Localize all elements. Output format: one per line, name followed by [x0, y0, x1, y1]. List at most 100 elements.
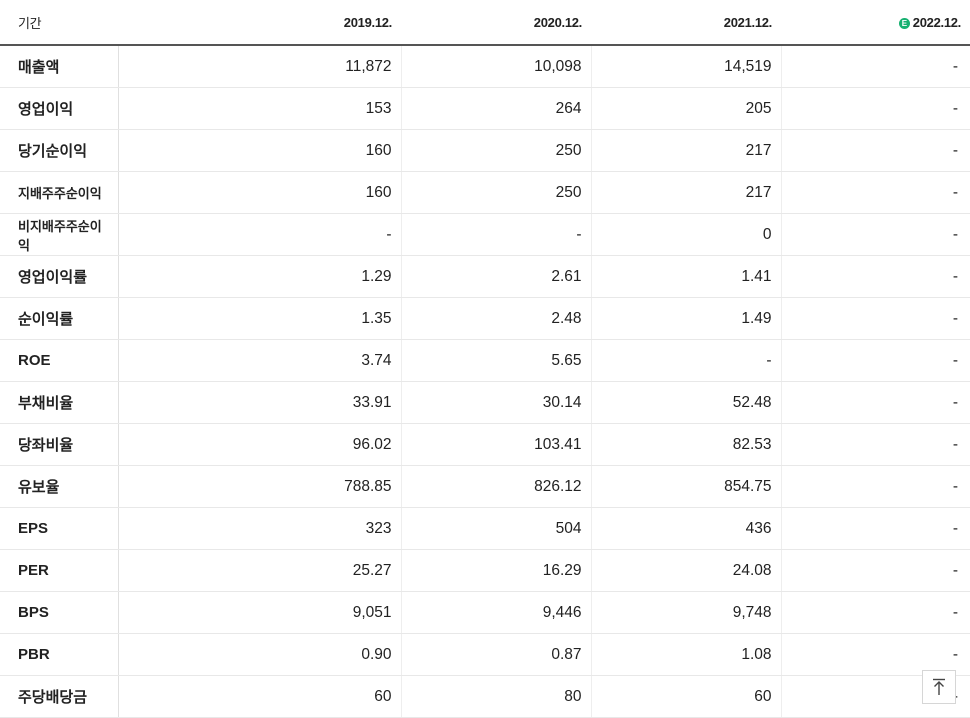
table-cell: 504 — [400, 507, 591, 550]
table-cell: - — [780, 129, 970, 172]
column-header-2019: 2019.12. — [118, 0, 401, 46]
table-header: 기간 2019.12. 2020.12. 2021.12. E 2022.12. — [0, 0, 970, 46]
table-cell: 264 — [400, 87, 591, 130]
table-cell: 0 — [590, 213, 781, 256]
table-cell: - — [780, 381, 970, 424]
table-cell: 1.49 — [590, 297, 781, 340]
table-cell: 5.65 — [400, 339, 591, 382]
row-label: ROE — [0, 339, 119, 382]
table-row: 영업이익률 1.29 2.61 1.41- — [0, 255, 970, 298]
table-cell: 826.12 — [400, 465, 591, 508]
header-row: 기간 2019.12. 2020.12. 2021.12. E 2022.12. — [0, 0, 970, 46]
table-cell: 60 — [117, 675, 401, 718]
table-cell: 788.85 — [117, 465, 401, 508]
table-row: 영업이익 153 264 205- — [0, 87, 970, 130]
table-cell: 1.41 — [590, 255, 781, 298]
table-row: 지배주주순이익 160 250 217- — [0, 171, 970, 214]
table-cell: - — [780, 549, 970, 592]
table-cell: 11,872 — [117, 45, 401, 88]
column-header-2022: E 2022.12. — [781, 0, 970, 46]
table-row: 부채비율 33.91 30.14 52.48- — [0, 381, 970, 424]
table-row: BPS 9,051 9,446 9,748- — [0, 591, 970, 634]
row-label: 유보율 — [0, 465, 119, 508]
row-label: 영업이익률 — [0, 255, 119, 298]
table-cell: 160 — [117, 129, 401, 172]
table-row: 유보율 788.85 826.12 854.75- — [0, 465, 970, 508]
table-cell: - — [780, 45, 970, 88]
table-cell: 33.91 — [117, 381, 401, 424]
period-label: 기간 — [0, 0, 118, 46]
table-cell: 3.74 — [117, 339, 401, 382]
table-cell: 153 — [117, 87, 401, 130]
table-cell: 160 — [117, 171, 401, 214]
table-row: PER 25.27 16.29 24.08- — [0, 549, 970, 592]
table-cell: 0.87 — [400, 633, 591, 676]
table-row: ROE 3.74 5.65- - — [0, 339, 970, 382]
row-label: PBR — [0, 633, 119, 676]
table-row: PBR 0.90 0.87 1.08- — [0, 633, 970, 676]
table-cell: 0.90 — [117, 633, 401, 676]
table-cell: 16.29 — [400, 549, 591, 592]
row-label: 당좌비율 — [0, 423, 119, 466]
table-row: 당좌비율 96.02 103.41 82.53- — [0, 423, 970, 466]
table-cell: 80 — [400, 675, 591, 718]
table-cell: - — [780, 633, 970, 676]
table-cell: - — [780, 255, 970, 298]
table-cell: 52.48 — [590, 381, 781, 424]
table-cell: 9,446 — [400, 591, 591, 634]
table-row: 순이익률 1.35 2.48 1.49- — [0, 297, 970, 340]
row-label: 순이익률 — [0, 297, 119, 340]
table-cell: 103.41 — [400, 423, 591, 466]
table-cell: 82.53 — [590, 423, 781, 466]
row-label: 부채비율 — [0, 381, 119, 424]
row-label: PER — [0, 549, 119, 592]
table-cell: 205 — [590, 87, 781, 130]
column-header-2022-label: 2022.12. — [912, 14, 962, 30]
estimate-badge-icon: E — [898, 17, 910, 29]
table-cell: - — [780, 423, 970, 466]
table-cell: - — [780, 213, 970, 256]
table-cell: 854.75 — [590, 465, 781, 508]
row-label: 영업이익 — [0, 87, 119, 130]
table-cell: - — [780, 297, 970, 340]
table-row: EPS 323 504 436- — [0, 507, 970, 550]
table-cell: - — [780, 171, 970, 214]
table-cell: - — [117, 213, 401, 256]
row-label: BPS — [0, 591, 119, 634]
table-row: 매출액 11,872 10,098 14,519- — [0, 45, 970, 88]
arrow-up-to-top-icon — [933, 678, 945, 695]
table-cell: 2.48 — [400, 297, 591, 340]
scroll-to-top-button[interactable] — [922, 670, 956, 704]
table-cell: 217 — [590, 171, 781, 214]
table-cell: 96.02 — [117, 423, 401, 466]
column-header-2021: 2021.12. — [591, 0, 781, 46]
table-cell: 250 — [400, 129, 591, 172]
table-cell: 1.35 — [117, 297, 401, 340]
table-cell: 323 — [117, 507, 401, 550]
table-body: 매출액 11,872 10,098 14,519- 영업이익 153 264 205- 당기순이… — [0, 45, 970, 718]
table-cell: 1.08 — [590, 633, 781, 676]
column-header-2020: 2020.12. — [401, 0, 591, 46]
row-label: 지배주주순이익 — [0, 171, 119, 214]
table-cell: 24.08 — [590, 549, 781, 592]
table-cell: - — [780, 591, 970, 634]
table-cell: 9,748 — [590, 591, 781, 634]
table-cell: 436 — [590, 507, 781, 550]
table-cell: 2.61 — [400, 255, 591, 298]
row-label: 비지배주주순이익 — [0, 213, 119, 256]
row-label: 주당배당금 — [0, 675, 119, 718]
table-cell: 250 — [400, 171, 591, 214]
table-cell: - — [400, 213, 591, 256]
table-cell: - — [780, 507, 970, 550]
table-cell: 10,098 — [400, 45, 591, 88]
table-cell: - — [780, 339, 970, 382]
table-cell: 217 — [590, 129, 781, 172]
table-cell: 1.29 — [117, 255, 401, 298]
table-cell: 14,519 — [590, 45, 781, 88]
row-label: 매출액 — [0, 45, 119, 88]
table-row: 비지배주주순이익 - -0- — [0, 213, 970, 256]
table-cell: 60 — [590, 675, 781, 718]
row-label: 당기순이익 — [0, 129, 119, 172]
